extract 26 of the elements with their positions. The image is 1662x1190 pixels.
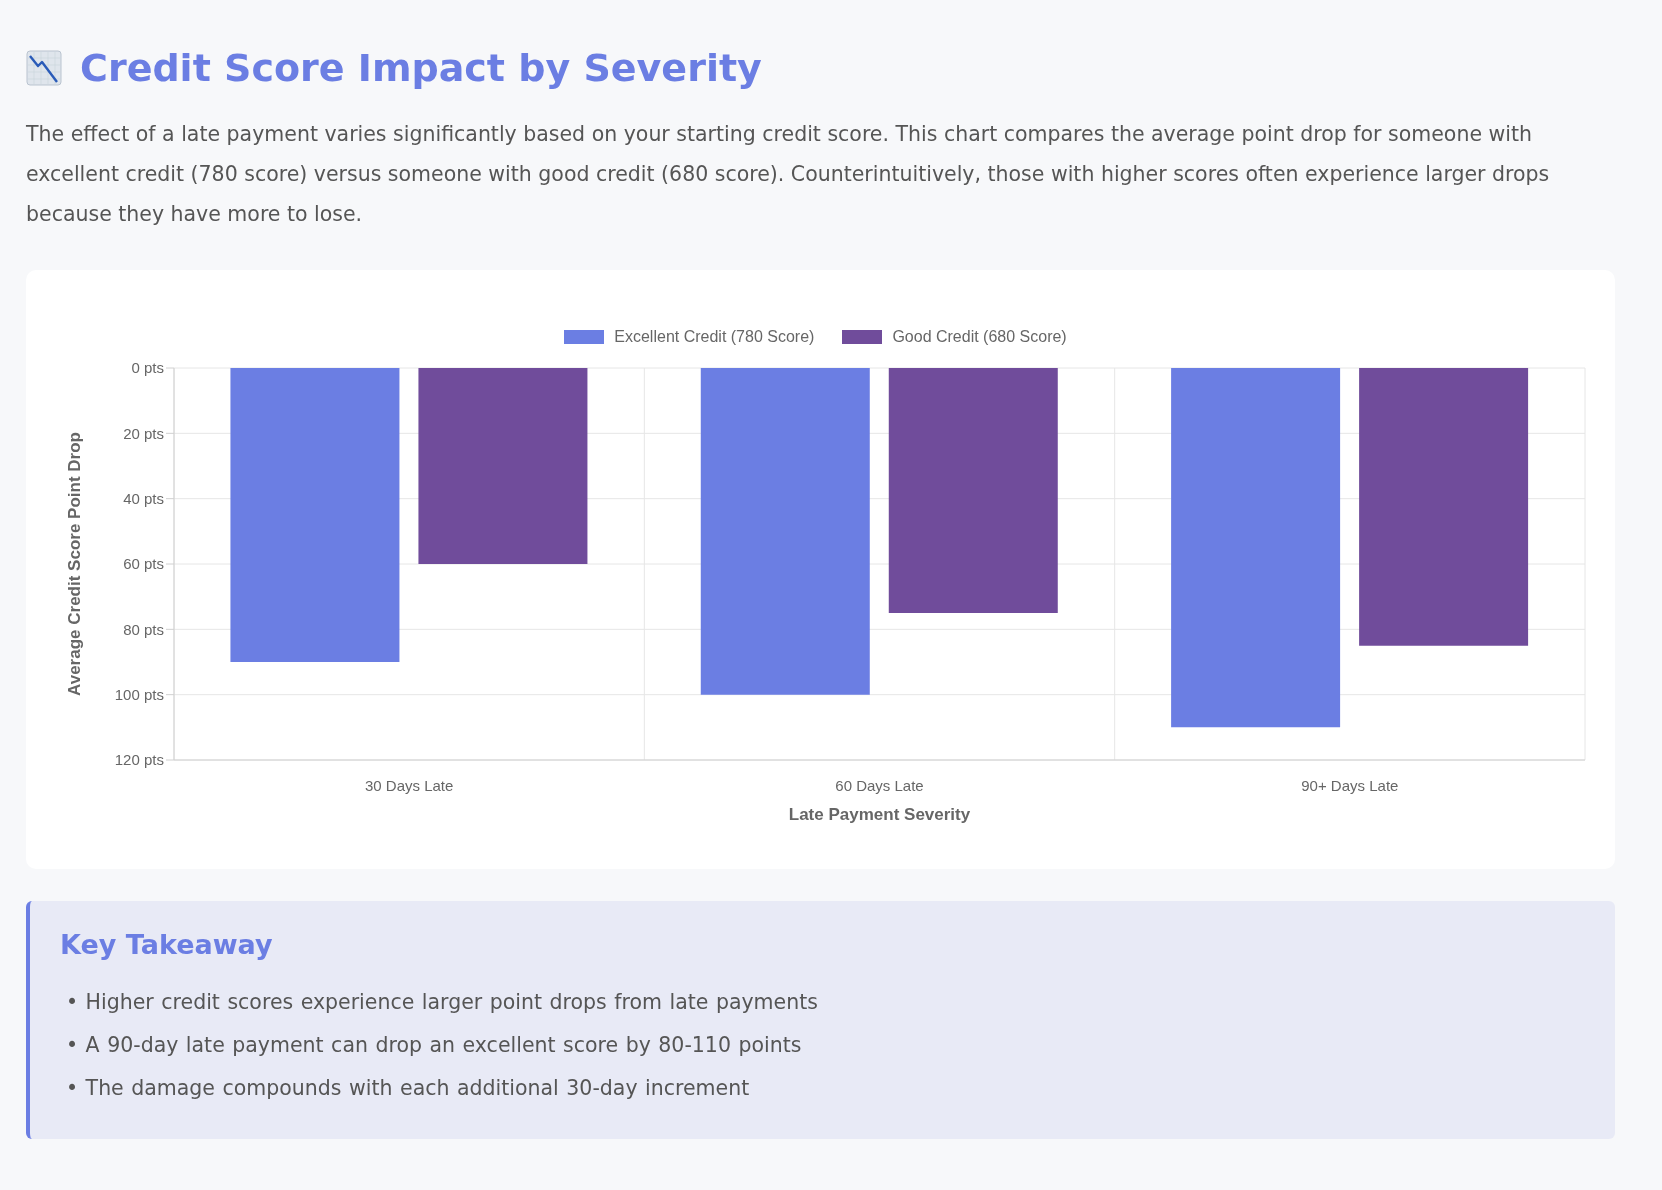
x-tick-label: 30 Days Late [364,776,454,794]
x-tick-label: 90+ Days Late [1301,776,1399,794]
text: • A 90-day late payment can drop an excellent score by 80-110 points [66,1033,802,1057]
y-tick-label: 40 pts [123,489,164,507]
legend-label: Excellent Credit (780 Score) [614,328,815,346]
y-tick-label: 120 pts [114,751,164,769]
bar [1171,368,1341,728]
bar [418,368,588,564]
text: Key Takeaway [60,929,273,960]
text: • The damage compounds with each additional 30-day increment [66,1076,750,1100]
y-tick-label: 60 pts [123,555,164,573]
y-tick-label: 20 pts [123,424,164,442]
bar [700,368,870,695]
legend-label: Good Credit (680 Score) [892,328,1067,346]
y-axis-title: Average Credit Score Point Drop [64,432,84,696]
bar [230,368,400,662]
x-axis-title: Late Payment Severity [788,805,971,824]
bar [1359,368,1529,646]
y-tick-label: 100 pts [114,685,164,703]
x-tick-label: 60 Days Late [835,776,924,794]
chart-title: Credit Score Impact by Severity [80,45,762,92]
chart-subtitle: The effect of a late payment varies significantly based on your starting credit score. This chart compares the average point drop for someone with excellent credit (780 score) versus someone with good credit (680 score). Counterintuitively, those with higher scores often experience larger drops because they have more to lose. [26,122,1550,226]
y-tick-label: 0 pts [131,359,164,377]
text: • Higher credit scores experience larger point drops from late payments [66,990,818,1014]
bar [888,368,1058,613]
y-tick-label: 80 pts [123,620,164,638]
